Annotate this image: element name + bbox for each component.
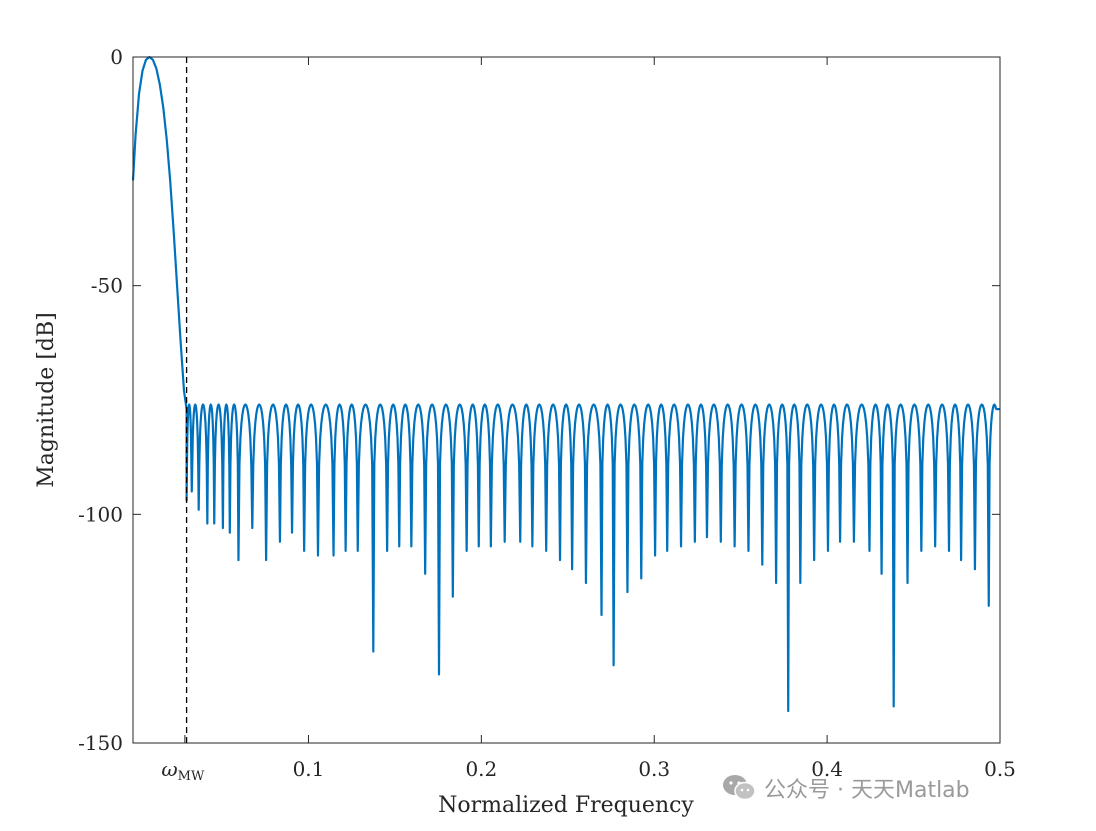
axis-ticks: 0.1 0.2 0.3 0.4 0.5 ωMW 0 -50 -100 -150: [78, 45, 1016, 784]
wechat-icon: [723, 775, 756, 801]
x-tick-label-omega-mw: ωMW: [161, 757, 205, 784]
x-tick-label: 0.1: [293, 757, 325, 781]
series-line: [131, 55, 1001, 713]
y-tick-label: -100: [78, 502, 123, 526]
y-tick-label: 0: [110, 45, 123, 69]
x-tick-label: 0.2: [465, 757, 497, 781]
plot-area: [131, 55, 1001, 743]
x-axis-label: Normalized Frequency: [438, 793, 694, 818]
x-tick-label: 0.3: [638, 757, 670, 781]
watermark-text: 公众号 · 天天Matlab: [764, 778, 970, 803]
y-tick-label: -150: [78, 731, 123, 755]
axes-box: [132, 56, 1001, 744]
x-tick-label: 0.4: [811, 757, 843, 781]
x-tick-label: 0.5: [984, 757, 1016, 781]
watermark: 公众号 · 天天Matlab: [722, 770, 970, 806]
y-axis-label: Magnitude [dB]: [34, 312, 59, 487]
y-tick-label: -50: [91, 274, 123, 298]
